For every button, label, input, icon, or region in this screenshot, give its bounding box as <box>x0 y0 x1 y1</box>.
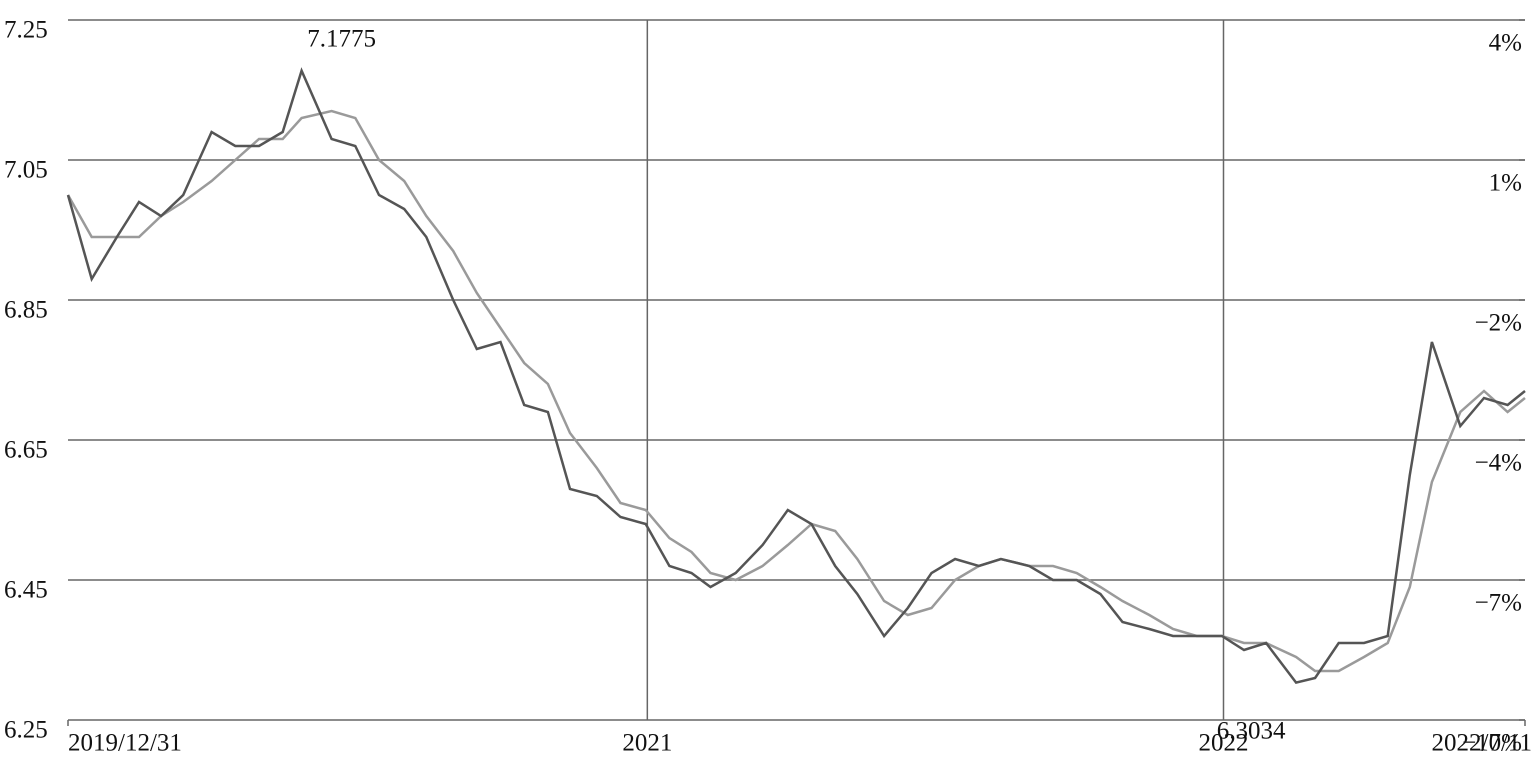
max-label: 7.1775 <box>307 25 376 52</box>
price-line <box>66 67 1526 685</box>
x-tick-label: 2019/12/31 <box>68 730 182 757</box>
y-tick-label: 6.45 <box>4 577 48 604</box>
y-tick-label: 7.25 <box>4 17 48 44</box>
y-tick-label: 6.85 <box>4 297 48 324</box>
x-tick-label: 2021 <box>622 730 672 757</box>
y-tick-label: 6.65 <box>4 437 48 464</box>
y2-tick-label: −7% <box>1475 590 1522 617</box>
y2-tick-label: −4% <box>1475 450 1522 477</box>
y2-tick-label: 4% <box>1489 30 1522 57</box>
y2-tick-label: −2% <box>1475 310 1522 337</box>
x-tick-label: 2022/7/11 <box>1432 730 1532 757</box>
min-label: 6.3034 <box>1217 717 1286 744</box>
y2-tick-label: 1% <box>1489 170 1522 197</box>
y-tick-label: 6.25 <box>4 717 48 744</box>
x-tick-label: 2022 <box>1198 730 1248 757</box>
y-tick-label: 7.05 <box>4 157 48 184</box>
price-line <box>66 109 1526 673</box>
y2-tick-label: −10% <box>1462 730 1522 757</box>
